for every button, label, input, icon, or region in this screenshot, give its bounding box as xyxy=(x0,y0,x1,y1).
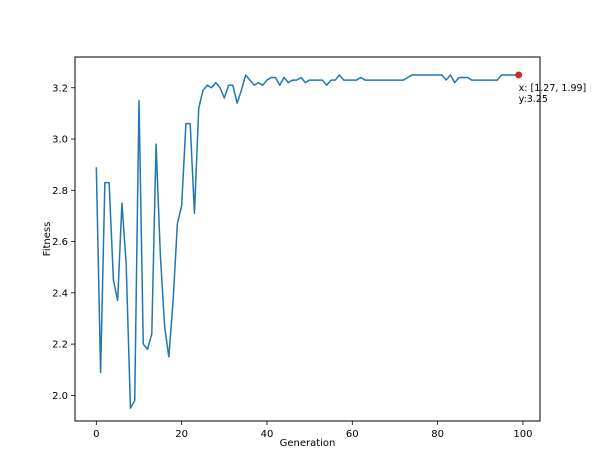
annotation-x: x: [1.27, 1.99] xyxy=(519,83,587,94)
y-axis-label: Fitness xyxy=(42,222,53,257)
axes-frame xyxy=(74,56,541,422)
x-tick-label: 100 xyxy=(513,429,532,440)
axis-ticks: 0 20 40 60 80 100 2.0 2.2 2.4 2.6 2.8 3.0 3.2 xyxy=(52,83,532,440)
x-tick-label: 20 xyxy=(175,429,188,440)
y-tick-label: 2.6 xyxy=(52,237,68,248)
y-tick-label: 2.0 xyxy=(52,391,68,402)
y-tick-label: 3.0 xyxy=(52,135,68,146)
annotation-y: y:3.25 xyxy=(519,94,548,105)
highlight-point xyxy=(515,71,523,79)
y-tick-label: 2.4 xyxy=(52,288,68,299)
x-tick-label: 0 xyxy=(93,429,99,440)
y-tick-label: 2.8 xyxy=(52,186,68,197)
x-tick-label: 80 xyxy=(431,429,444,440)
y-tick-label: 3.2 xyxy=(52,83,68,94)
x-tick-label: 40 xyxy=(261,429,274,440)
x-axis-label: Generation xyxy=(280,438,336,449)
plot-area xyxy=(95,71,523,409)
fitness-series-line xyxy=(95,74,519,409)
x-tick-label: 60 xyxy=(346,429,359,440)
y-tick-label: 2.2 xyxy=(52,340,68,351)
